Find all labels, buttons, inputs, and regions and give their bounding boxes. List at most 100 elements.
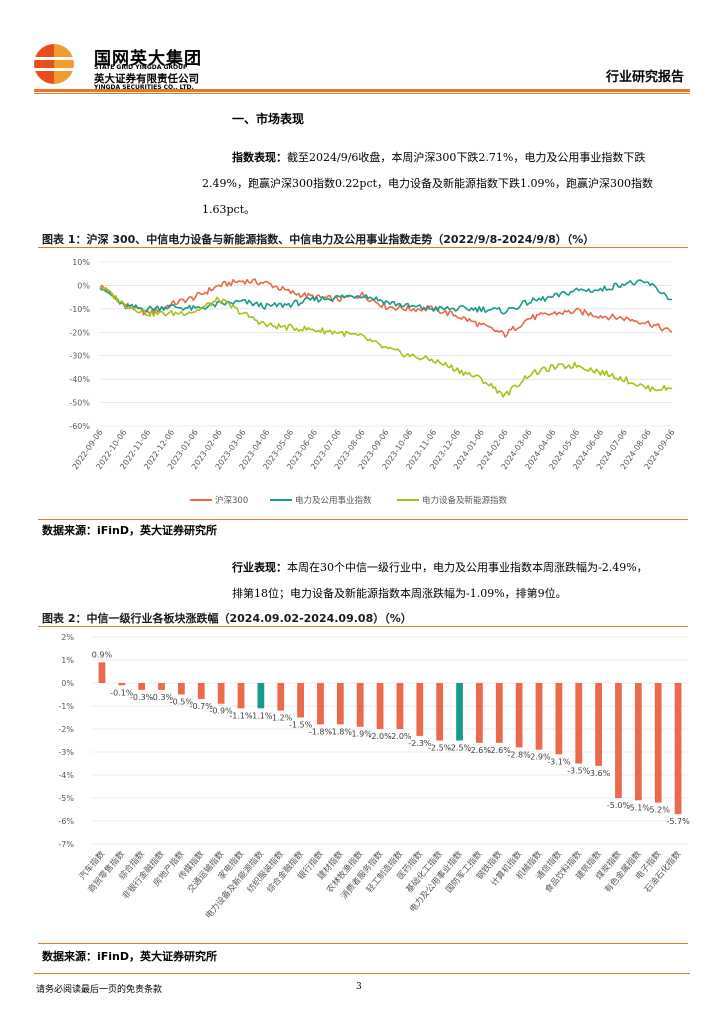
data-label: -2.0% bbox=[388, 732, 412, 741]
data-label: -3.5% bbox=[567, 767, 591, 776]
footer-divider bbox=[34, 973, 690, 974]
y-tick-label: 10% bbox=[72, 258, 90, 267]
data-label: -1.1% bbox=[249, 711, 273, 720]
bar bbox=[436, 683, 444, 741]
para-text: 2.49%，跑赢沪深300指数0.22pct，电力设备及新能源指数下跌1.09%… bbox=[202, 177, 653, 190]
y-tick-label: -2% bbox=[58, 725, 74, 734]
bar bbox=[634, 683, 642, 801]
data-label: -1.2% bbox=[269, 714, 293, 723]
series-line bbox=[99, 286, 673, 398]
bar bbox=[257, 683, 265, 709]
data-label: -0.3% bbox=[150, 693, 174, 702]
data-label: -5.0% bbox=[607, 801, 631, 810]
data-label: -2.0% bbox=[368, 732, 392, 741]
report-type: 行业研究报告 bbox=[605, 70, 684, 85]
y-tick-label: -5% bbox=[58, 794, 74, 803]
y-tick-label: 0% bbox=[61, 679, 74, 688]
logo-right-half bbox=[54, 44, 74, 84]
y-tick-label: -60% bbox=[69, 422, 90, 431]
figure-1-title: 图表 1：沪深 300、中信电力设备与新能源指数、中信电力及公用事业指数走势（2… bbox=[42, 233, 595, 246]
y-tick-label: -40% bbox=[69, 375, 90, 384]
bar bbox=[118, 683, 126, 686]
paragraph-industry-performance: 行业表现：本周在30个中信一级行业中，电力及公用事业指数本周涨跌幅为-2.49%… bbox=[232, 555, 690, 607]
source-note: 数据来源：iFinD，英大证券研究所 bbox=[42, 950, 218, 963]
y-tick-label: -4% bbox=[58, 771, 74, 780]
data-label: -2.8% bbox=[508, 750, 532, 759]
data-label: -3.6% bbox=[587, 769, 611, 778]
footer-disclaimer: 请务必阅读最后一页的免责条款 bbox=[36, 985, 163, 995]
para-text: 本周在30个中信一级行业中，电力及公用事业指数本周涨跌幅为-2.49%， bbox=[287, 561, 648, 574]
para-label: 行业表现： bbox=[232, 561, 287, 574]
company-cn: 英大证券有限责任公司 bbox=[94, 73, 199, 85]
bar bbox=[356, 683, 364, 727]
data-label: -2.6% bbox=[488, 746, 512, 755]
logo-band bbox=[34, 68, 74, 71]
data-label: -1.5% bbox=[289, 721, 313, 730]
brand-en: STATE GRID YINGDA GROUP bbox=[94, 64, 188, 71]
y-tick-label: -30% bbox=[69, 352, 90, 361]
bar bbox=[98, 662, 106, 683]
bar bbox=[277, 683, 285, 711]
data-label: -1.9% bbox=[349, 730, 373, 739]
y-tick-label: 2% bbox=[61, 633, 74, 642]
line-chart: 10%0%-10%-20%-30%-40%-50%-60% 2022-09-06… bbox=[69, 258, 676, 506]
header-divider-thin bbox=[34, 93, 690, 94]
y-tick-label: 1% bbox=[61, 656, 74, 665]
data-label: -1.8% bbox=[309, 727, 333, 736]
bar bbox=[336, 683, 344, 725]
bar bbox=[158, 683, 165, 690]
data-label: -2.5% bbox=[428, 744, 452, 753]
bar bbox=[575, 683, 583, 764]
bar bbox=[595, 683, 602, 766]
data-label: -5.2% bbox=[647, 806, 671, 815]
bar bbox=[555, 683, 563, 755]
company-en: YINGDA SECURITIES CO., LTD. bbox=[94, 84, 194, 91]
legend-label: 电力及公用事业指数 bbox=[295, 495, 372, 506]
legend-label: 沪深300 bbox=[215, 495, 248, 506]
para-label: 指数表现： bbox=[232, 151, 287, 164]
figure-2-title: 图表 2：中信一级行业各板块涨跌幅（2024.09.02-2024.09.08）… bbox=[42, 612, 412, 625]
y-tick-label: -3% bbox=[58, 748, 74, 757]
bar bbox=[376, 683, 384, 729]
para-text: 截至2024/9/6收盘，本周沪深300下跌2.71%，电力及公用事业指数下跌 bbox=[287, 151, 646, 164]
figure-1-top-rule bbox=[38, 247, 688, 248]
paragraph-index-performance: 指数表现：截至2024/9/6收盘，本周沪深300下跌2.71%，电力及公用事业… bbox=[202, 145, 690, 223]
data-label: -5.1% bbox=[627, 803, 651, 812]
bar bbox=[237, 683, 245, 709]
bar bbox=[674, 683, 682, 815]
data-label: -0.1% bbox=[110, 688, 134, 697]
data-label: 0.9% bbox=[92, 650, 113, 659]
data-label: -0.9% bbox=[210, 707, 234, 716]
data-label: -2.6% bbox=[468, 746, 492, 755]
data-label: -2.9% bbox=[527, 753, 551, 762]
y-tick-label: -6% bbox=[58, 817, 74, 826]
y-tick-label: -10% bbox=[69, 305, 90, 314]
bar-chart: 2%1%0%-1%-2%-3%-4%-5%-6%-7% 0.9%-0.1%-0.… bbox=[58, 633, 690, 921]
page-number: 3 bbox=[356, 982, 362, 992]
bar bbox=[396, 683, 404, 729]
figure-2-bottom-rule bbox=[38, 943, 688, 944]
figure-1-bottom-rule bbox=[38, 519, 688, 520]
y-tick-label: -1% bbox=[58, 702, 74, 711]
bar bbox=[317, 683, 324, 725]
bar bbox=[416, 683, 424, 736]
para-text: 排第18位；电力设备及新能源指数本周涨跌幅为-1.09%，排第9位。 bbox=[232, 587, 567, 600]
bar bbox=[476, 683, 483, 743]
y-tick-label: -20% bbox=[69, 328, 90, 337]
bar bbox=[535, 683, 543, 750]
bar bbox=[615, 683, 622, 798]
data-label: -0.5% bbox=[170, 698, 194, 707]
para-text: 1.63pct。 bbox=[202, 203, 256, 216]
series-line bbox=[99, 279, 672, 315]
bar bbox=[178, 683, 185, 695]
logo-band bbox=[34, 57, 74, 60]
bar bbox=[297, 683, 304, 718]
legend-label: 电力设备及新能源指数 bbox=[422, 495, 508, 506]
series-line bbox=[99, 278, 673, 338]
bar bbox=[197, 683, 205, 700]
y-tick-label: 0% bbox=[77, 281, 90, 290]
data-label: -0.7% bbox=[190, 702, 214, 711]
data-label: -3.1% bbox=[547, 757, 571, 766]
header-divider bbox=[34, 89, 690, 92]
bar bbox=[456, 683, 463, 741]
